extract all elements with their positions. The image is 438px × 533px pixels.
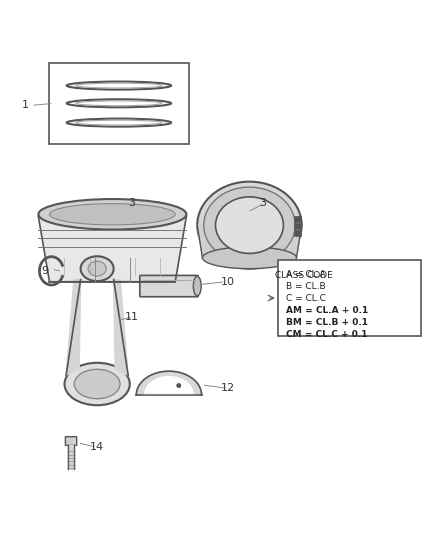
Ellipse shape [193, 276, 201, 296]
Ellipse shape [88, 261, 106, 276]
Ellipse shape [81, 256, 114, 281]
Bar [294, 223, 301, 229]
Ellipse shape [49, 204, 175, 225]
Ellipse shape [202, 247, 297, 269]
Text: AM = CL.A + 0.1: AM = CL.A + 0.1 [286, 306, 368, 315]
Text: BM = CL.B + 0.1: BM = CL.B + 0.1 [286, 318, 367, 327]
Ellipse shape [177, 384, 180, 387]
Ellipse shape [74, 369, 120, 399]
Text: A = CL.A: A = CL.A [286, 270, 325, 279]
Bar [49, 63, 188, 143]
Text: C = CL.C: C = CL.C [286, 294, 325, 303]
Text: 11: 11 [125, 312, 139, 321]
Text: 10: 10 [221, 277, 235, 287]
Polygon shape [66, 279, 81, 375]
Ellipse shape [197, 182, 302, 269]
Text: CM = CL.C + 0.1: CM = CL.C + 0.1 [286, 330, 367, 340]
Polygon shape [197, 225, 302, 258]
Bar [294, 216, 301, 222]
Text: B = CL.B: B = CL.B [286, 282, 325, 290]
FancyBboxPatch shape [278, 260, 421, 336]
Bar [294, 230, 301, 236]
Ellipse shape [39, 199, 186, 230]
FancyBboxPatch shape [65, 437, 77, 446]
Ellipse shape [204, 187, 295, 263]
Polygon shape [136, 371, 201, 395]
FancyBboxPatch shape [140, 276, 198, 297]
Text: 14: 14 [90, 442, 104, 452]
Text: 9: 9 [41, 266, 49, 276]
Ellipse shape [215, 197, 283, 254]
Text: CLASS CODE: CLASS CODE [275, 271, 333, 280]
Polygon shape [114, 279, 128, 375]
Text: 3: 3 [259, 198, 266, 208]
Polygon shape [39, 216, 186, 282]
Text: 12: 12 [221, 383, 235, 393]
Ellipse shape [64, 363, 130, 405]
Text: 3: 3 [128, 198, 135, 208]
Text: 1: 1 [22, 100, 29, 110]
